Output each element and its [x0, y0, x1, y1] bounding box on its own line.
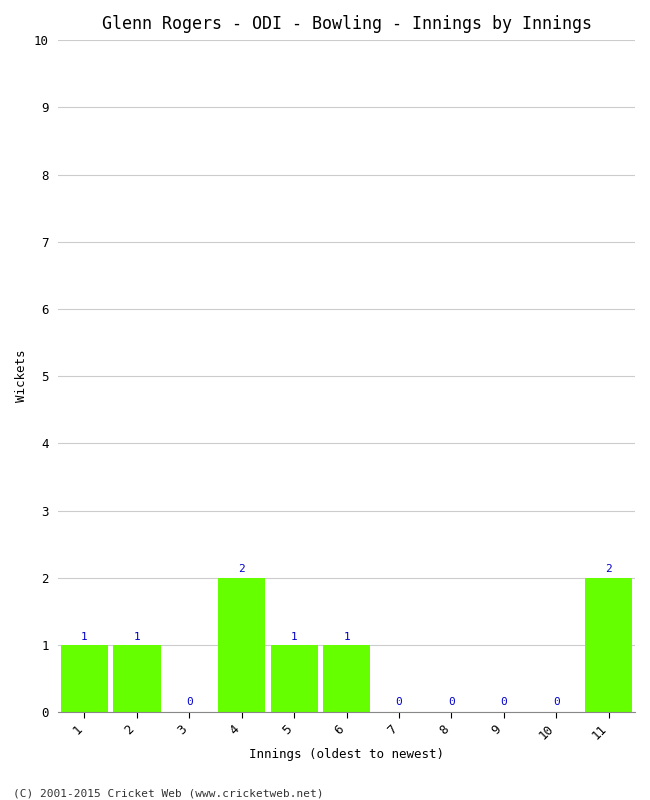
- Text: 0: 0: [500, 697, 507, 707]
- Text: 1: 1: [81, 632, 88, 642]
- Text: 0: 0: [186, 697, 193, 707]
- Y-axis label: Wickets: Wickets: [15, 350, 28, 402]
- Text: 0: 0: [448, 697, 455, 707]
- Bar: [270, 645, 318, 712]
- Text: (C) 2001-2015 Cricket Web (www.cricketweb.net): (C) 2001-2015 Cricket Web (www.cricketwe…: [13, 788, 324, 798]
- Text: 1: 1: [133, 632, 140, 642]
- Text: 0: 0: [396, 697, 402, 707]
- Text: 0: 0: [553, 697, 560, 707]
- X-axis label: Innings (oldest to newest): Innings (oldest to newest): [249, 748, 444, 761]
- Text: 1: 1: [291, 632, 298, 642]
- Text: 2: 2: [605, 565, 612, 574]
- Text: 2: 2: [239, 565, 245, 574]
- Bar: [585, 578, 632, 712]
- Title: Glenn Rogers - ODI - Bowling - Innings by Innings: Glenn Rogers - ODI - Bowling - Innings b…: [101, 15, 592, 33]
- Bar: [61, 645, 108, 712]
- Bar: [218, 578, 265, 712]
- Bar: [113, 645, 161, 712]
- Text: 1: 1: [343, 632, 350, 642]
- Bar: [323, 645, 370, 712]
